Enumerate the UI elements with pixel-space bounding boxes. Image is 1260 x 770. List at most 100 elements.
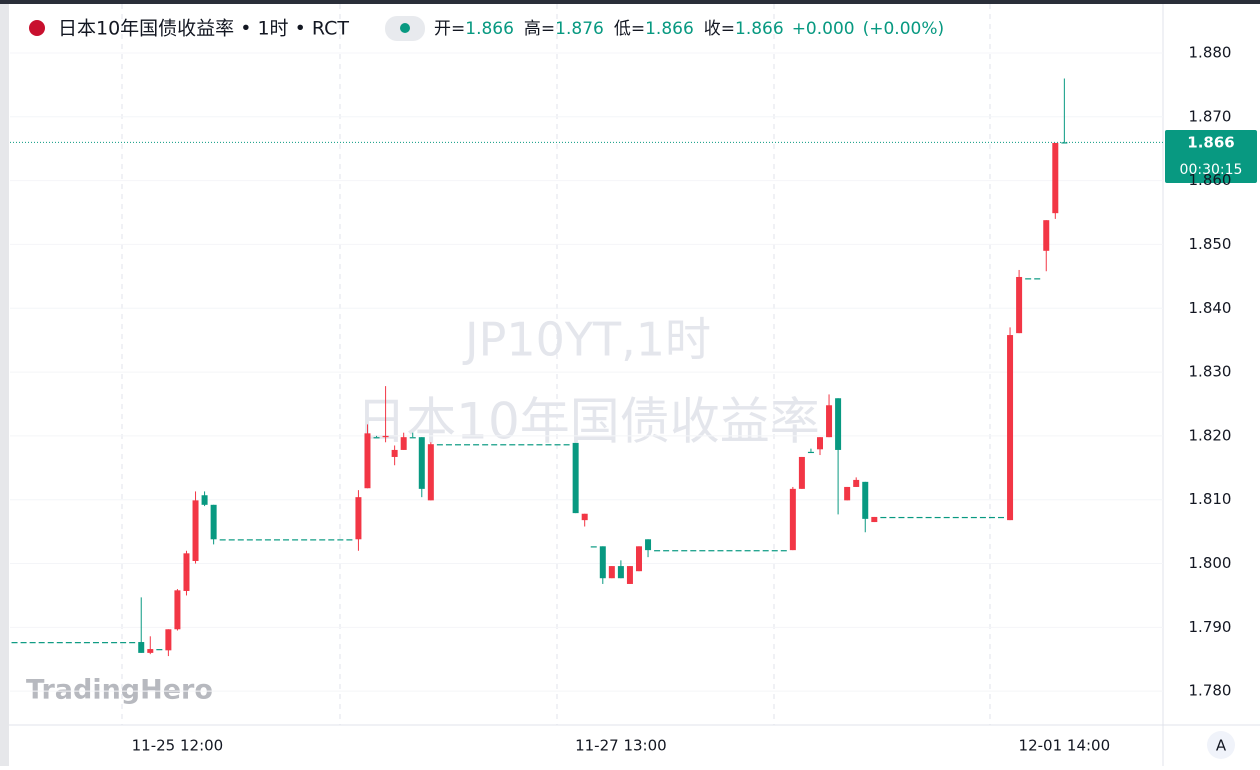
candle-body (138, 642, 145, 653)
candle-body (581, 513, 588, 521)
candle-body (74, 642, 81, 644)
y-tick-label: 1.830 (1189, 363, 1232, 381)
candle-body (635, 546, 642, 572)
candle-body (47, 642, 54, 644)
candle-body (29, 642, 36, 644)
legend-value: 1.866 (465, 19, 514, 39)
legend-label: 高= (524, 19, 555, 39)
candle-body (753, 550, 760, 552)
watermark-symbol: JP10YT,1时 (462, 313, 711, 367)
candle-body (780, 550, 787, 552)
candle-body (807, 451, 814, 454)
candle-body (563, 444, 570, 446)
candle-body (445, 444, 452, 446)
candle-body (934, 516, 941, 519)
candle-body (518, 444, 525, 446)
y-tick-label: 1.870 (1189, 107, 1232, 125)
candle-body (292, 539, 299, 541)
candle-body (654, 550, 661, 552)
candle-body (500, 444, 507, 446)
candle-body (916, 516, 923, 519)
x-tick-label: 11-27 13:00 (575, 737, 667, 755)
candle-body (337, 539, 344, 541)
y-tick-label: 1.790 (1189, 618, 1232, 636)
top-edge (0, 0, 1260, 4)
candle-body (400, 437, 407, 450)
candle-body (816, 437, 823, 450)
plot (10, 52, 1163, 692)
countdown-label: 00:30:15 (1180, 162, 1243, 178)
scale-button-label[interactable]: A (1216, 737, 1227, 755)
candle-body (364, 433, 371, 489)
candle-body (38, 642, 45, 644)
candle-body (264, 539, 271, 541)
candle-body (835, 398, 842, 450)
candle-body (174, 590, 181, 630)
candle-body (210, 504, 217, 540)
candle-body (572, 442, 579, 514)
legend-change: +0.000 (792, 19, 855, 39)
legend-label: 开= (434, 19, 465, 39)
candle-body (998, 516, 1005, 519)
candle-body (346, 539, 353, 541)
candle-body (608, 566, 615, 579)
candle-body (925, 516, 932, 519)
candle-body (427, 444, 434, 501)
legend-label: 收= (704, 19, 735, 39)
candle-body (970, 516, 977, 519)
y-tick-label: 1.810 (1189, 490, 1232, 508)
candle-body (56, 642, 63, 644)
legend-value: 1.866 (645, 19, 694, 39)
candle-body (826, 405, 833, 438)
candle-body (301, 539, 308, 541)
candle-body (862, 481, 869, 519)
candle-body (156, 649, 163, 651)
candle-body (771, 550, 778, 552)
candle-body (11, 642, 18, 644)
candle-body (726, 550, 733, 552)
x-tick-label: 11-25 12:00 (132, 737, 224, 755)
candle-body (1034, 278, 1041, 280)
candle-body (65, 642, 72, 644)
candle-body (735, 550, 742, 552)
ohlc-legend: 开=1.866 高=1.876 低=1.866 收=1.866 +0.000 (+0.00… (434, 19, 944, 39)
candle-body (871, 516, 878, 523)
candle-body (454, 444, 461, 446)
candle-body (237, 539, 244, 541)
candle-body (880, 516, 887, 519)
candle-body (283, 539, 290, 541)
session-lines (121, 4, 991, 725)
candle-body (690, 550, 697, 552)
candle-body (645, 539, 652, 551)
candle-body (129, 642, 136, 644)
candle-body (436, 444, 443, 446)
candle-body (310, 539, 317, 541)
scale-button[interactable] (1207, 731, 1235, 759)
candle-body (536, 444, 543, 446)
candle-body (165, 629, 172, 651)
candle-body (246, 539, 253, 541)
candle-body (789, 488, 796, 551)
candle-body (201, 495, 208, 505)
candle-body (373, 437, 380, 439)
candle-body (626, 566, 633, 584)
candle-body (545, 444, 552, 446)
candle-body (907, 516, 914, 519)
candle-body (509, 444, 516, 446)
candle-body (961, 516, 968, 519)
legend-value: 1.866 (735, 19, 784, 39)
candle-body (120, 642, 127, 644)
y-tick-label: 1.860 (1189, 171, 1232, 189)
chart-title[interactable]: 日本10年国债收益率 • 1时 • RCT (58, 18, 349, 40)
candle-body (952, 516, 959, 519)
candle-body (391, 449, 398, 457)
candle-body (473, 444, 480, 446)
candle-body (20, 642, 27, 644)
candle-body (255, 539, 262, 541)
status-dot (400, 23, 410, 33)
y-tick-label: 1.850 (1189, 235, 1232, 253)
candle-body (744, 550, 751, 552)
